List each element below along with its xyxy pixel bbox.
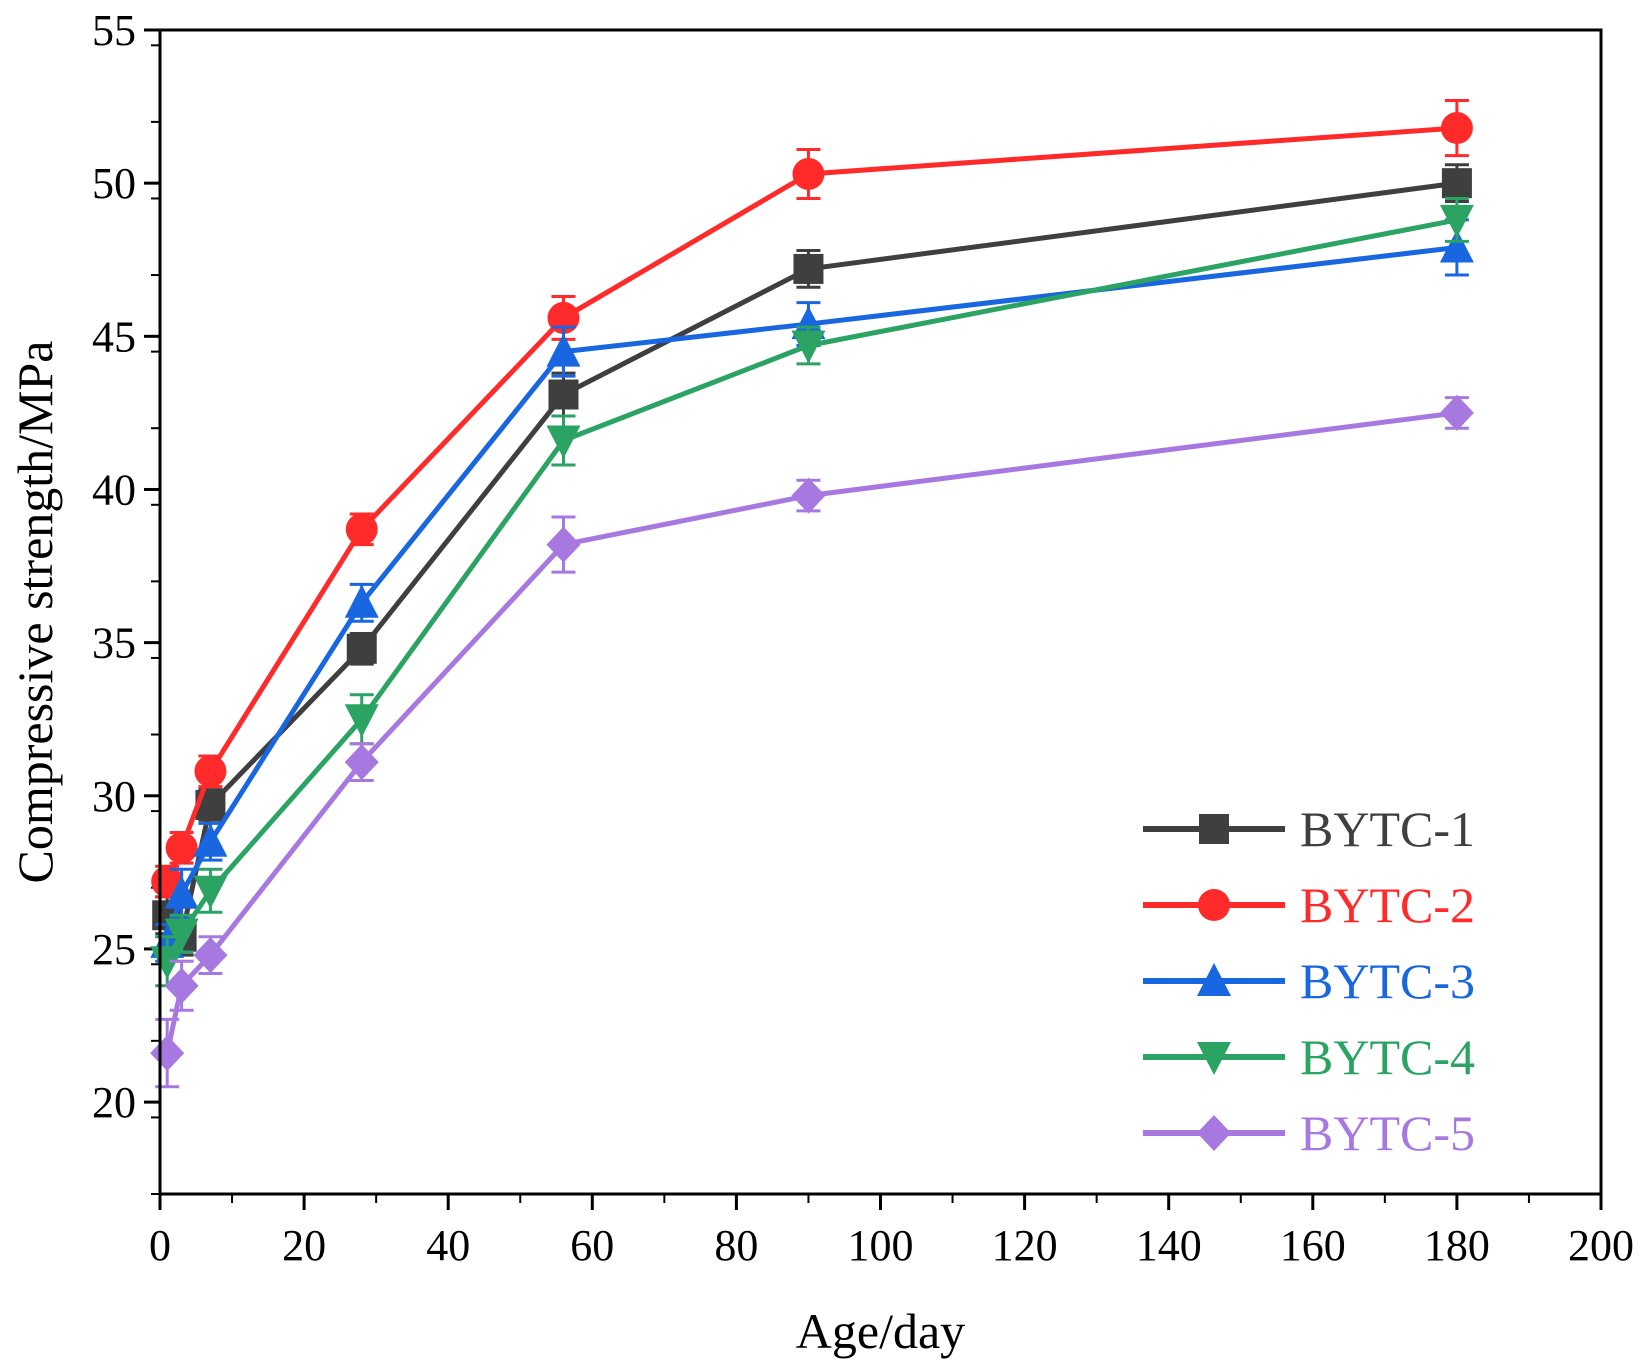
legend-item-BYTC-1: BYTC-1 <box>1143 801 1475 857</box>
legend: BYTC-1 BYTC-2 BYTC-3 BYTC-4 BYTC-5 <box>1143 801 1475 1161</box>
legend-label: BYTC-4 <box>1300 1029 1475 1085</box>
y-tick-label: 25 <box>92 925 136 974</box>
data-point <box>193 823 228 857</box>
x-tick-label: 0 <box>149 1221 171 1270</box>
series-line <box>165 180 1458 940</box>
x-axis-title: Age/day <box>796 1303 965 1359</box>
data-point <box>548 379 579 410</box>
data-point <box>791 477 826 514</box>
data-point <box>1439 204 1474 238</box>
legend-item-BYTC-2: BYTC-2 <box>1143 877 1475 933</box>
data-point <box>193 875 228 909</box>
x-tick-label: 20 <box>282 1221 326 1270</box>
data-point <box>164 875 199 909</box>
x-tick-label: 80 <box>714 1221 758 1270</box>
data-point <box>165 831 198 864</box>
data-point <box>791 330 826 364</box>
data-point <box>194 755 227 788</box>
legend-marker <box>1197 963 1231 996</box>
y-tick-label: 55 <box>92 6 136 55</box>
y-tick-label: 40 <box>92 465 136 514</box>
data-point <box>164 918 199 952</box>
legend-item-BYTC-5: BYTC-5 <box>1143 1105 1475 1161</box>
data-point <box>546 526 581 563</box>
legend-marker <box>1199 814 1229 844</box>
y-tick-label: 30 <box>92 772 136 821</box>
y-axis-title: Compressive strength/MPa <box>7 340 63 883</box>
x-tick-label: 160 <box>1280 1221 1346 1270</box>
series-BYTC-1 <box>152 163 1472 957</box>
legend-label: BYTC-5 <box>1300 1105 1475 1161</box>
data-point <box>344 584 379 618</box>
series-layer <box>150 98 1474 1089</box>
x-tick-label: 40 <box>426 1221 470 1270</box>
x-tick-label: 120 <box>992 1221 1058 1270</box>
data-point <box>1441 168 1472 199</box>
data-point <box>1440 112 1473 145</box>
legend-label: BYTC-1 <box>1300 801 1475 857</box>
legend-label: BYTC-3 <box>1300 953 1475 1009</box>
legend-marker <box>1197 1115 1231 1151</box>
legend-item-BYTC-3: BYTC-3 <box>1143 953 1475 1009</box>
legend-item-BYTC-4: BYTC-4 <box>1143 1029 1475 1085</box>
data-point <box>344 704 379 738</box>
legend-label: BYTC-2 <box>1300 877 1475 933</box>
data-point <box>546 333 581 367</box>
data-point <box>346 633 377 664</box>
x-tick-label: 100 <box>848 1221 914 1270</box>
plot-frame <box>158 28 1603 1196</box>
legend-marker <box>1198 889 1230 921</box>
data-point <box>344 744 379 781</box>
y-tick-label: 20 <box>92 1078 136 1127</box>
data-point <box>345 513 378 546</box>
y-tick-label: 50 <box>92 159 136 208</box>
axis-ticks: 0 20 40 60 80 100 120 140 160 180 200 20 25 30 35 40 45 5… <box>92 6 1634 1270</box>
x-tick-label: 180 <box>1424 1221 1490 1270</box>
x-tick-label: 200 <box>1568 1221 1634 1270</box>
y-tick-label: 35 <box>92 619 136 668</box>
series-BYTC-4 <box>150 196 1474 988</box>
y-tick-label: 45 <box>92 312 136 361</box>
data-point <box>1439 229 1474 263</box>
legend-marker <box>1197 1042 1231 1075</box>
data-point <box>193 937 228 974</box>
data-point <box>792 157 825 190</box>
data-point <box>793 253 824 284</box>
data-point <box>1439 394 1474 431</box>
data-point <box>164 967 199 1004</box>
data-point <box>546 425 581 459</box>
x-tick-label: 60 <box>570 1221 614 1270</box>
x-tick-label: 140 <box>1136 1221 1202 1270</box>
